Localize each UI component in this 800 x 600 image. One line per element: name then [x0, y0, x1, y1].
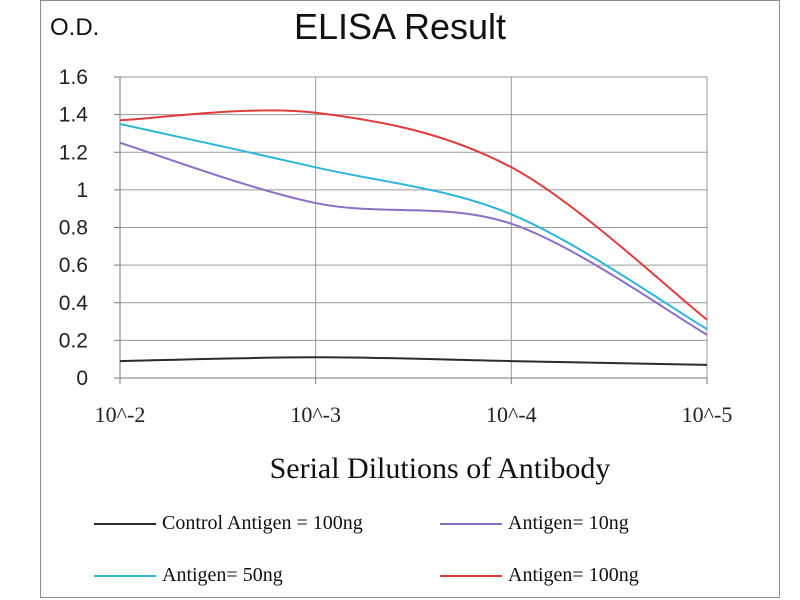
y-tick-label: 0: [76, 367, 88, 390]
legend-item-50ng: Antigen= 50ng: [94, 564, 283, 587]
series-line-100ng: [119, 109, 708, 321]
legend-label-10ng: Antigen= 10ng: [508, 512, 629, 534]
legend-label-50ng: Antigen= 50ng: [162, 564, 283, 586]
y-tick-label: 0.4: [59, 292, 89, 315]
y-tick-label: 1.4: [59, 104, 89, 127]
chart-title: ELISA Result: [293, 6, 507, 47]
axes: [114, 76, 708, 384]
y-axis-label: O.D.: [50, 14, 100, 41]
y-tick-label: 0.2: [59, 329, 88, 352]
grid-lines: [120, 76, 708, 378]
x-tick-label: 10^-4: [486, 402, 537, 427]
legend-swatch-control: [94, 522, 156, 525]
series-lines: [119, 109, 708, 366]
y-tick-label: 0.6: [59, 254, 88, 277]
y-tick-label: 1.6: [59, 66, 88, 89]
legend-item-100ng: Antigen= 100ng: [440, 564, 639, 587]
legend-label-100ng: Antigen= 100ng: [508, 564, 639, 586]
series-line-10ng: [119, 141, 708, 336]
legend-label-control: Control Antigen = 100ng: [162, 512, 363, 534]
x-tick-label: 10^-5: [682, 402, 733, 427]
chart-frame: [40, 0, 780, 598]
x-tick-labels: 10^-2 10^-3 10^-4 10^-5: [95, 402, 733, 427]
y-tick-label: 0.8: [59, 217, 88, 240]
legend-swatch-50ng: [94, 574, 156, 577]
legend-swatch-10ng: [440, 522, 502, 525]
x-tick-label: 10^-3: [290, 402, 341, 427]
legend-item-10ng: Antigen= 10ng: [440, 512, 629, 535]
x-axis-label: Serial Dilutions of Antibody: [269, 452, 611, 485]
series-line-control: [119, 356, 708, 366]
y-tick-label: 1: [76, 179, 88, 202]
y-tick-labels: 0 0.2 0.4 0.6 0.8 1 1.2 1.4 1.6: [59, 66, 89, 390]
y-tick-label: 1.2: [59, 141, 88, 164]
legend-item-control: Control Antigen = 100ng: [94, 512, 363, 535]
series-line-50ng: [119, 123, 708, 330]
legend-swatch-100ng: [440, 574, 502, 577]
x-tick-label: 10^-2: [95, 402, 146, 427]
